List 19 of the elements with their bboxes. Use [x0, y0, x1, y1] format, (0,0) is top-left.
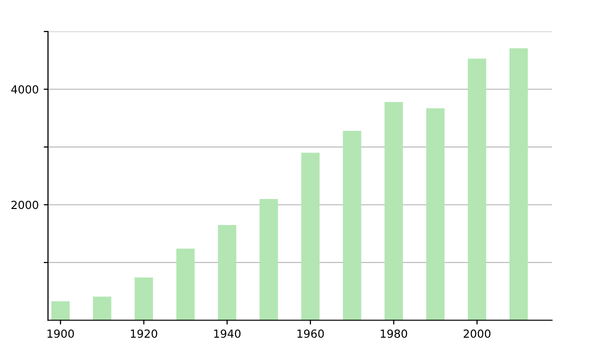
bar: [260, 198, 278, 320]
bar: [342, 130, 362, 320]
bar: [176, 248, 195, 320]
x-tick-label: 1960: [297, 329, 324, 338]
x-tick-label: 1900: [48, 329, 74, 338]
bar: [218, 224, 236, 320]
x-tick-label: 1940: [214, 329, 241, 338]
y-tick-label: 4000: [11, 85, 38, 94]
bar: [426, 108, 445, 320]
bar: [468, 58, 486, 320]
x-tick-label: 2000: [464, 329, 490, 338]
x-tick-label: 1920: [130, 329, 158, 338]
bar: [134, 278, 153, 320]
bar: [384, 102, 403, 320]
bar: [51, 301, 70, 320]
bar: [92, 296, 112, 320]
x-tick-label: 1980: [380, 329, 408, 338]
bar: [510, 48, 528, 320]
bar: [301, 152, 320, 320]
